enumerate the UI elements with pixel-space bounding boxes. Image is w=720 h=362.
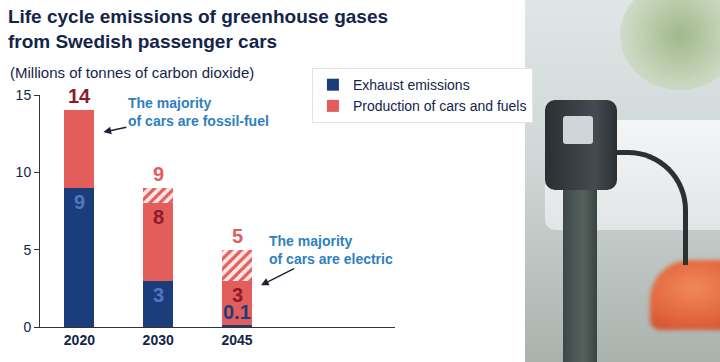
svg-text:15: 15 — [16, 87, 32, 103]
svg-text:3: 3 — [232, 284, 243, 306]
svg-text:14: 14 — [68, 85, 91, 107]
svg-text:9: 9 — [153, 163, 164, 185]
svg-text:0.1: 0.1 — [223, 301, 251, 323]
svg-text:10: 10 — [16, 164, 32, 180]
svg-text:2020: 2020 — [64, 332, 95, 348]
svg-text:5: 5 — [23, 242, 31, 258]
svg-text:Life cycle emissions of greenh: Life cycle emissions of greenhouse gases… — [8, 6, 388, 52]
svg-text:0: 0 — [23, 319, 31, 335]
svg-text:Exhaust emissions: Exhaust emissions — [353, 77, 470, 93]
svg-text:The majorityof cars are fossil: The majorityof cars are fossil-fuel — [128, 95, 269, 129]
svg-text:(Millions of tonnes of carbon: (Millions of tonnes of carbon dioxide) — [10, 64, 254, 81]
svg-text:The majorityof cars are electr: The majorityof cars are electric — [269, 233, 393, 267]
svg-text:2045: 2045 — [221, 332, 252, 348]
svg-text:3: 3 — [153, 284, 164, 306]
svg-text:9: 9 — [74, 191, 85, 213]
svg-text:5: 5 — [232, 225, 243, 247]
svg-text:8: 8 — [153, 206, 164, 228]
svg-text:2030: 2030 — [143, 332, 174, 348]
svg-text:Production of cars and fuels: Production of cars and fuels — [353, 98, 527, 114]
